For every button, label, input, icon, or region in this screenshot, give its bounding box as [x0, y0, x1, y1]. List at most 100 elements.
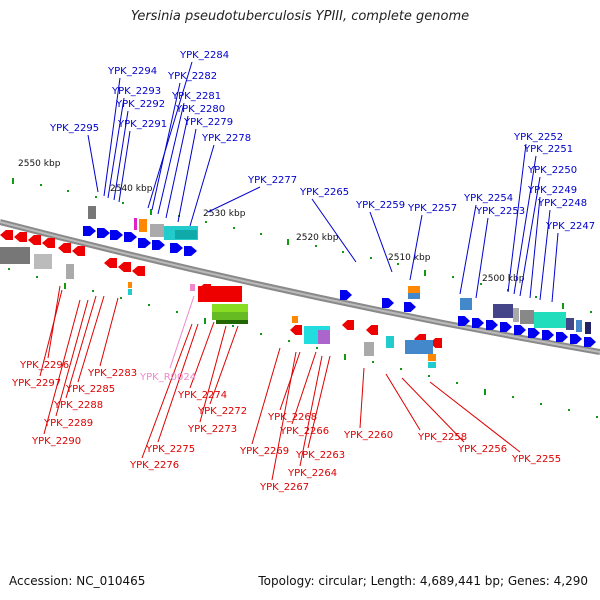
gene-label[interactable]: YPK_2277	[207, 175, 297, 213]
gene-block	[493, 304, 513, 318]
gene-label[interactable]: YPK_2274	[177, 321, 227, 401]
forward-gene-arrow	[458, 316, 470, 326]
gene-label[interactable]: YPK_2282	[151, 71, 217, 211]
scale-tick	[64, 283, 66, 289]
gene-label-text: YPK_2279	[183, 117, 233, 128]
leader-line	[169, 295, 195, 369]
scale-tick	[148, 304, 150, 306]
scale-label: 2510 kbp	[388, 253, 431, 263]
scale-tick	[260, 333, 262, 335]
gene-label-text: YPK_2293	[111, 86, 161, 97]
gene-label-text: YPK_2254	[463, 193, 513, 204]
gene-label[interactable]: YPK_2279	[177, 117, 233, 223]
gene-block	[534, 312, 566, 328]
reverse-gene-arrow	[118, 262, 131, 272]
leader-line	[519, 176, 541, 297]
gene-label-text: YPK_2256	[457, 444, 507, 455]
gene-label[interactable]: YPK_2280	[165, 104, 225, 219]
gene-label[interactable]: YPK_2281	[157, 91, 221, 215]
scale-tick	[205, 221, 207, 223]
gene-label[interactable]: YPK_2258	[385, 373, 467, 443]
scale-tick	[8, 268, 10, 270]
gene-label[interactable]: YPK_2276	[129, 323, 193, 471]
gene-label[interactable]: YPK_2253	[475, 206, 525, 299]
leader-line	[507, 143, 527, 293]
leader-line	[99, 297, 119, 367]
gene-label[interactable]: YPK_2248	[537, 198, 587, 301]
leader-line	[65, 295, 97, 399]
leader-line	[513, 155, 537, 295]
scale-tick	[456, 382, 458, 384]
gene-label[interactable]: YPK_2285	[65, 295, 115, 395]
gene-label[interactable]: YPK_2272	[197, 325, 247, 417]
gene-label[interactable]: YPK_2259	[355, 200, 405, 273]
gene-label[interactable]: YPK_2293	[107, 86, 161, 199]
gene-label[interactable]: YPK_2255	[429, 381, 561, 465]
gene-label[interactable]: YPK_2260	[343, 367, 393, 441]
forward-gene-arrow	[584, 337, 596, 347]
gene-block	[460, 298, 472, 310]
forward-gene-arrow	[97, 228, 110, 238]
gene-label[interactable]: YPK_2250	[519, 165, 577, 297]
scale-tick	[150, 209, 152, 215]
gene-label[interactable]: YPK_2278	[189, 133, 251, 227]
scale-tick	[400, 368, 402, 370]
gene-label[interactable]: YPK_2247	[545, 221, 595, 303]
gene-label[interactable]: YPK_2290	[31, 299, 81, 447]
gene-label[interactable]: YPK_2266	[279, 351, 329, 437]
gene-label[interactable]: YPK_2249	[527, 185, 577, 299]
gene-label[interactable]: YPK_2292	[113, 99, 165, 201]
gene-label[interactable]: YPK_2283	[87, 297, 137, 379]
gene-label-text: YPK_2263	[295, 450, 345, 461]
forward-gene-arrow	[542, 330, 554, 340]
gene-label[interactable]: YPK_2275	[145, 323, 199, 455]
leader-line	[207, 186, 261, 213]
leader-line	[165, 115, 189, 219]
forward-gene-arrow	[184, 246, 197, 256]
gene-label-text: YPK_2247	[545, 221, 595, 232]
gene-label[interactable]: YPK_2294	[103, 66, 157, 197]
gene-label[interactable]: YPK_2295	[49, 123, 99, 193]
gene-label-text: YPK_2281	[171, 91, 221, 102]
gene-label[interactable]: YPK_2265	[299, 187, 357, 263]
scale-label: 2540 kbp	[110, 184, 153, 194]
scale-tick	[287, 239, 289, 245]
gene-label[interactable]: YPK_2254	[459, 193, 513, 295]
gene-label[interactable]: YPK_2291	[117, 119, 167, 203]
rna-gene-label[interactable]: YPK_R0024	[139, 295, 196, 383]
scale-tick	[233, 227, 235, 229]
gene-label[interactable]: YPK_2257	[407, 203, 457, 281]
gene-label[interactable]: YPK_2252	[507, 132, 563, 293]
gene-label[interactable]: YPK_2273	[187, 325, 237, 435]
forward-gene-arrow	[570, 334, 582, 344]
forward-gene-arrow	[556, 332, 568, 342]
forward-gene-arrow	[500, 322, 512, 332]
leader-line	[118, 130, 131, 203]
gene-label[interactable]: YPK_2264	[287, 355, 337, 479]
scale-tick	[342, 251, 344, 253]
reverse-gene-arrow	[290, 325, 302, 335]
reverse-gene-arrow	[72, 246, 85, 256]
gene-label[interactable]: YPK_2268	[267, 351, 317, 423]
scale-tick	[372, 361, 374, 363]
leader-line	[177, 128, 197, 223]
gene-block	[175, 230, 197, 239]
forward-gene-arrow	[382, 298, 394, 308]
gene-block	[212, 304, 248, 312]
gene-label-text: YPK_2255	[511, 454, 561, 465]
gene-label[interactable]: YPK_2256	[401, 377, 507, 455]
gene-label[interactable]: YPK_2297	[11, 289, 63, 389]
gene-label[interactable]: YPK_2267	[259, 351, 309, 493]
scale-tick	[428, 375, 430, 377]
gene-label[interactable]: YPK_2269	[239, 347, 289, 457]
gene-block	[34, 254, 52, 269]
gene-label[interactable]: YPK_2251	[513, 144, 573, 295]
gene-label-text: YPK_2272	[197, 406, 247, 417]
forward-gene-arrow	[83, 226, 96, 236]
gene-label[interactable]: YPK_2288	[53, 295, 103, 411]
gene-block	[566, 318, 574, 330]
gene-label[interactable]: YPK_2289	[43, 299, 93, 429]
gene-label[interactable]: YPK_2263	[295, 355, 345, 461]
gene-label[interactable]: YPK_2284	[147, 50, 229, 209]
